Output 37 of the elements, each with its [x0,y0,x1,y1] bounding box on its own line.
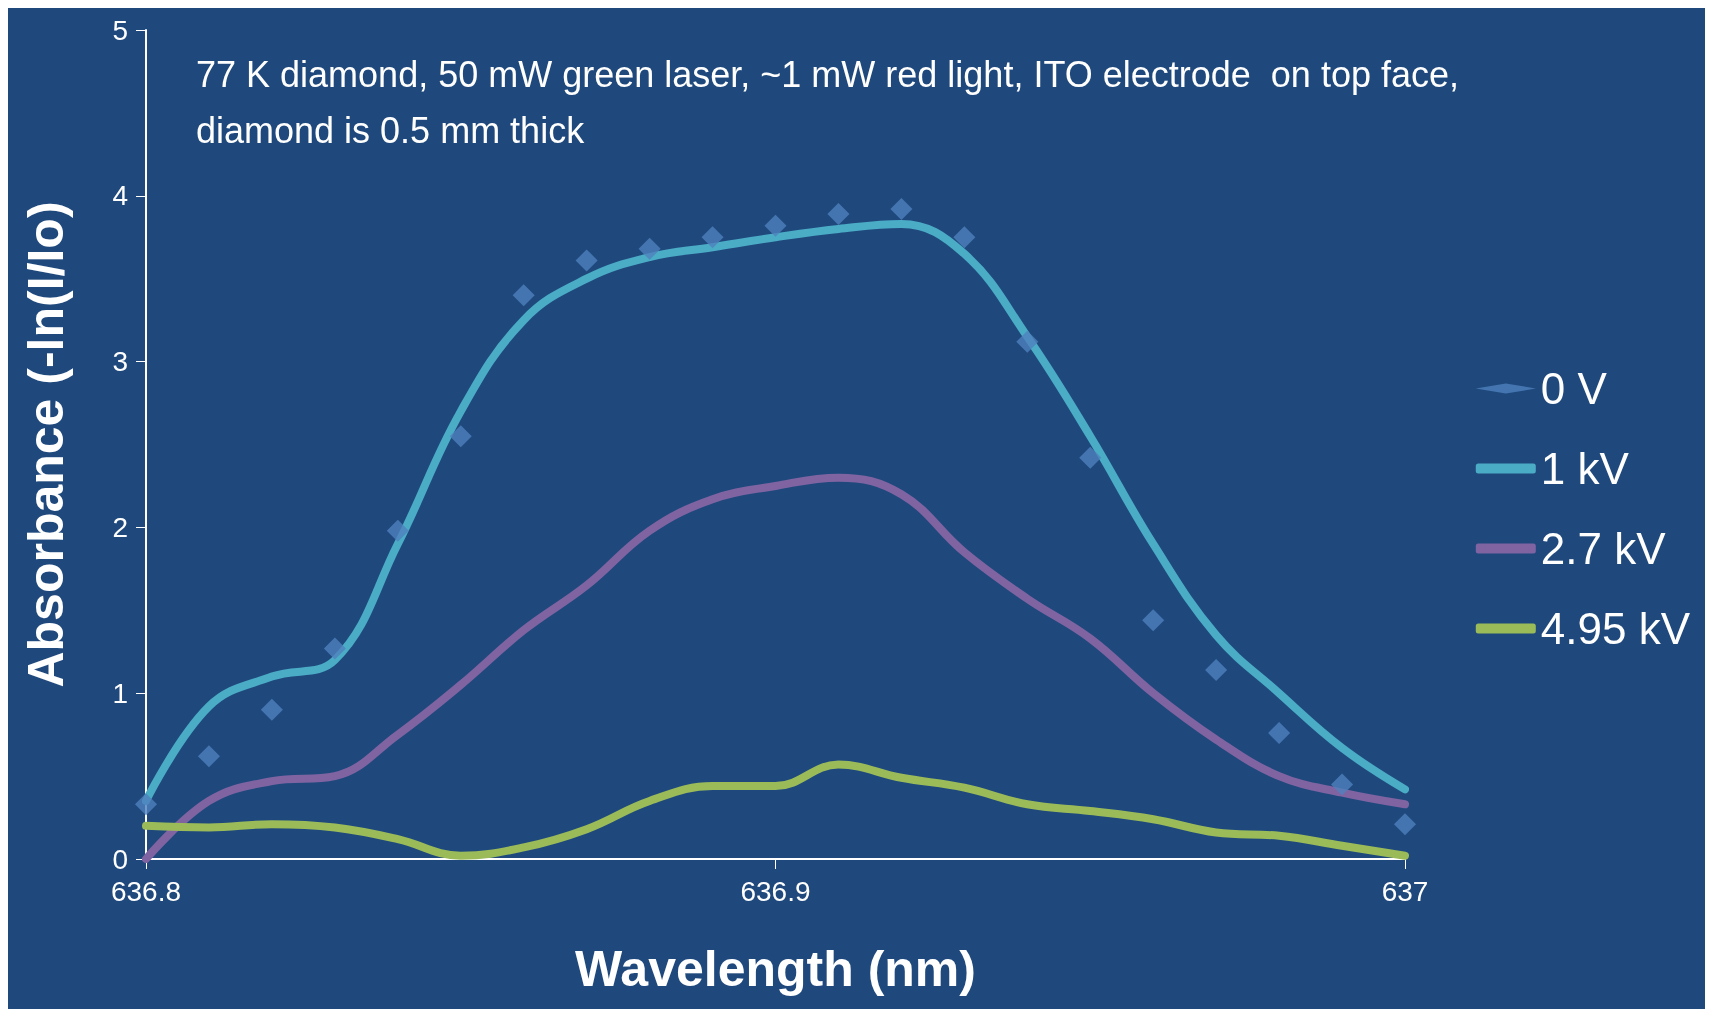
y-tick-label: 5 [112,14,128,46]
point [135,793,157,816]
point [1331,773,1354,796]
point [1142,609,1165,632]
point [512,284,535,307]
point [1079,446,1102,469]
point [197,745,220,768]
legend-label: 2.7 kV [1540,524,1667,573]
x-tick-label: 637 [1381,875,1429,907]
point [575,249,598,272]
y-tick-label: 3 [112,346,128,378]
point [1268,721,1291,744]
x-tick-label: 636.9 [740,875,811,907]
y-tick-label: 1 [112,677,128,709]
point [827,203,850,226]
y-axis-title: Absorbance (-ln(I/Io) [18,201,74,688]
point [1016,330,1039,353]
legend-label: 1 kV [1540,444,1630,493]
point [1394,813,1416,836]
y-tick-label: 0 [112,843,128,875]
point [449,425,472,448]
legend-label: 0 V [1540,364,1608,413]
point [701,226,724,249]
y-tick-label: 2 [112,511,128,543]
point [953,226,976,249]
x-axis-title: Wavelength (nm) [575,941,976,997]
point [638,237,661,260]
y-tick-label: 4 [112,180,128,212]
point [386,519,409,542]
point [764,214,787,237]
point [323,637,346,660]
point [890,198,913,221]
annotation: 77 K diamond, 50 mW green laser, ~1 mW red light, ITO electrode on top face, diamond is 0.5 mm thick [196,53,1469,151]
legend-label: 4.95 kV [1540,604,1691,653]
x-tick-label: 636.8 [110,875,182,907]
point [260,698,283,721]
point [1205,658,1228,681]
